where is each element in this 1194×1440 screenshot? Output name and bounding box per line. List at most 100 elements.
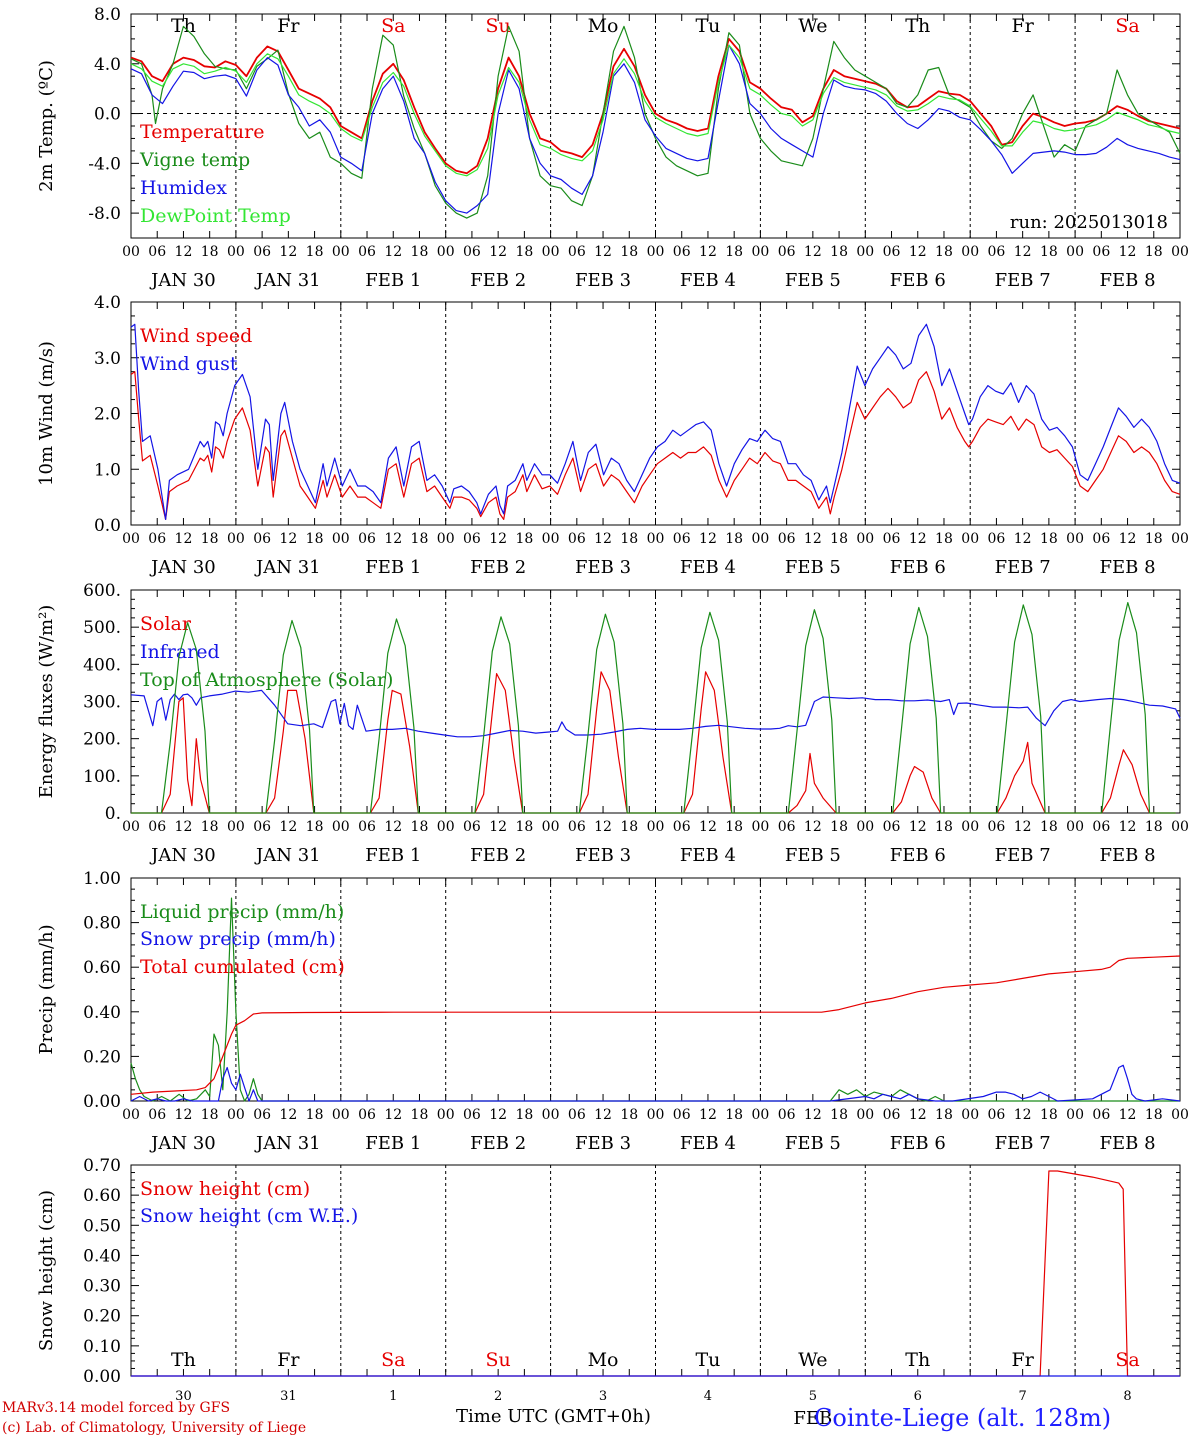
weekday-label: Tu: [695, 15, 720, 37]
hour-tick-label: 12: [804, 244, 822, 260]
date-label: FEB 3: [575, 557, 631, 578]
hour-tick-label: 06: [883, 531, 901, 547]
month-label: FEB: [793, 1408, 832, 1429]
y-tick-label: 600.: [83, 581, 121, 601]
hour-tick-label: 00: [751, 531, 769, 547]
hour-tick-label: 12: [1119, 244, 1137, 260]
hour-tick-label: 00: [1066, 244, 1084, 260]
date-label: FEB 2: [470, 1133, 526, 1154]
run-annotation: run: 2025013018: [1010, 212, 1168, 233]
weekday-label: We: [798, 15, 827, 37]
hour-tick-label: 12: [489, 1107, 507, 1123]
date-label: FEB 4: [680, 557, 736, 578]
hour-tick-label: 18: [935, 819, 953, 835]
date-label: FEB 6: [890, 845, 946, 866]
hour-tick-label: 00: [437, 244, 455, 260]
series-line: [130, 371, 1181, 521]
date-label: FEB 5: [785, 1133, 841, 1154]
day-number-label: 6: [914, 1389, 922, 1404]
y-tick-label: 100.: [83, 767, 121, 787]
hour-tick-label: 00: [647, 244, 665, 260]
hour-tick-label: 18: [1040, 1107, 1058, 1123]
hour-tick-label: 12: [489, 819, 507, 835]
date-label: FEB 1: [365, 1133, 421, 1154]
hour-tick-label: 18: [725, 1107, 743, 1123]
hour-tick-label: 06: [148, 819, 166, 835]
series-line: [130, 44, 1181, 177]
hour-tick-label: 12: [1119, 1107, 1137, 1123]
hour-tick-label: 12: [699, 819, 717, 835]
series-line: [130, 689, 1181, 738]
series-line: [130, 25, 1181, 219]
series-line: [130, 44, 1181, 214]
hour-tick-label: 00: [751, 244, 769, 260]
hour-tick-label: 12: [1119, 819, 1137, 835]
hour-tick-label: 06: [1092, 1107, 1110, 1123]
hour-tick-label: 00: [437, 819, 455, 835]
hour-tick-label: 12: [594, 244, 612, 260]
hour-tick-label: 18: [935, 531, 953, 547]
hour-tick-label: 06: [778, 531, 796, 547]
hour-tick-label: 12: [804, 531, 822, 547]
weekday-label: Fr: [277, 15, 300, 37]
day-number-label: 2: [494, 1389, 502, 1404]
panel-2: 0.0 1.0 2.0 3.0 4.0 10m Wind (m/s) 00 06 12 18 00 0…: [36, 293, 1189, 578]
model-credit: MARv3.14 model forced by GFS (c) Lab. of…: [2, 1398, 306, 1438]
hour-tick-label: 12: [804, 819, 822, 835]
hour-tick-label: 06: [148, 531, 166, 547]
hour-tick-label: 00: [1066, 1107, 1084, 1123]
legend-entry: Snow precip (mm/h): [140, 928, 336, 950]
y-tick-label: 0.: [105, 804, 121, 824]
hour-tick-label: 18: [830, 244, 848, 260]
hour-tick-label: 18: [1040, 244, 1058, 260]
hour-tick-label: 12: [175, 1107, 193, 1123]
hour-tick-label: 18: [935, 244, 953, 260]
panel-5: 0.00 0.10 0.20 0.30 0.40 0.50 0.60 0.70 Snow hei…: [36, 1156, 1181, 1429]
date-label: JAN 30: [149, 270, 216, 291]
hour-tick-label: 18: [1145, 819, 1163, 835]
weekday-label: Mo: [588, 15, 619, 37]
hour-tick-label: 12: [1014, 1107, 1032, 1123]
hour-tick-label: 06: [358, 244, 376, 260]
hour-tick-label: 06: [988, 819, 1006, 835]
hour-tick-label: 18: [830, 531, 848, 547]
y-axis-label: Precip (mm/h): [36, 924, 57, 1054]
hour-tick-label: 12: [1119, 531, 1137, 547]
hour-tick-label: 18: [201, 819, 219, 835]
hour-tick-label: 00: [856, 244, 874, 260]
weekday-label: Sa: [1115, 15, 1139, 37]
hour-tick-label: 18: [1145, 531, 1163, 547]
hour-tick-label: 00: [122, 244, 140, 260]
hour-tick-label: 12: [594, 531, 612, 547]
hour-tick-label: 12: [279, 819, 297, 835]
legend-entry: Top of Atmosphere (Solar): [140, 669, 393, 691]
day-number-label: 7: [1019, 1389, 1027, 1404]
hour-tick-label: 18: [620, 244, 638, 260]
hour-tick-label: 00: [961, 819, 979, 835]
day-number-label: 1: [389, 1389, 397, 1404]
y-tick-label: 0.20: [83, 1047, 121, 1067]
hour-tick-label: 12: [699, 1107, 717, 1123]
hour-tick-label: 00: [542, 1107, 560, 1123]
legend-entry: Temperature: [140, 121, 264, 143]
weekday-label: We: [798, 1349, 827, 1371]
panel-1: -8.0 -4.0 0.0 4.0 8.0 2m Temp. (ºC) 00 06 12 18 00…: [36, 5, 1189, 291]
day-number-label: 8: [1123, 1389, 1131, 1404]
hour-tick-label: 12: [594, 1107, 612, 1123]
date-label: FEB 8: [1100, 845, 1156, 866]
date-label: FEB 7: [995, 845, 1051, 866]
hour-tick-label: 06: [988, 244, 1006, 260]
legend-entry: DewPoint Temp: [140, 205, 291, 227]
y-tick-label: 4.0: [94, 293, 121, 313]
y-axis-label: 10m Wind (m/s): [36, 341, 57, 486]
y-tick-label: 0.80: [83, 914, 121, 934]
panel-3: 0. 100. 200. 300. 400. 500. 600. Energy fluxes …: [36, 581, 1189, 866]
hour-tick-label: 06: [253, 244, 271, 260]
hour-tick-label: 12: [175, 244, 193, 260]
y-axis-label: 2m Temp. (ºC): [36, 60, 57, 192]
date-label: JAN 31: [254, 557, 321, 578]
hour-tick-label: 12: [175, 819, 193, 835]
date-label: FEB 8: [1100, 557, 1156, 578]
hour-tick-label: 18: [306, 819, 324, 835]
hour-tick-label: 12: [384, 244, 402, 260]
